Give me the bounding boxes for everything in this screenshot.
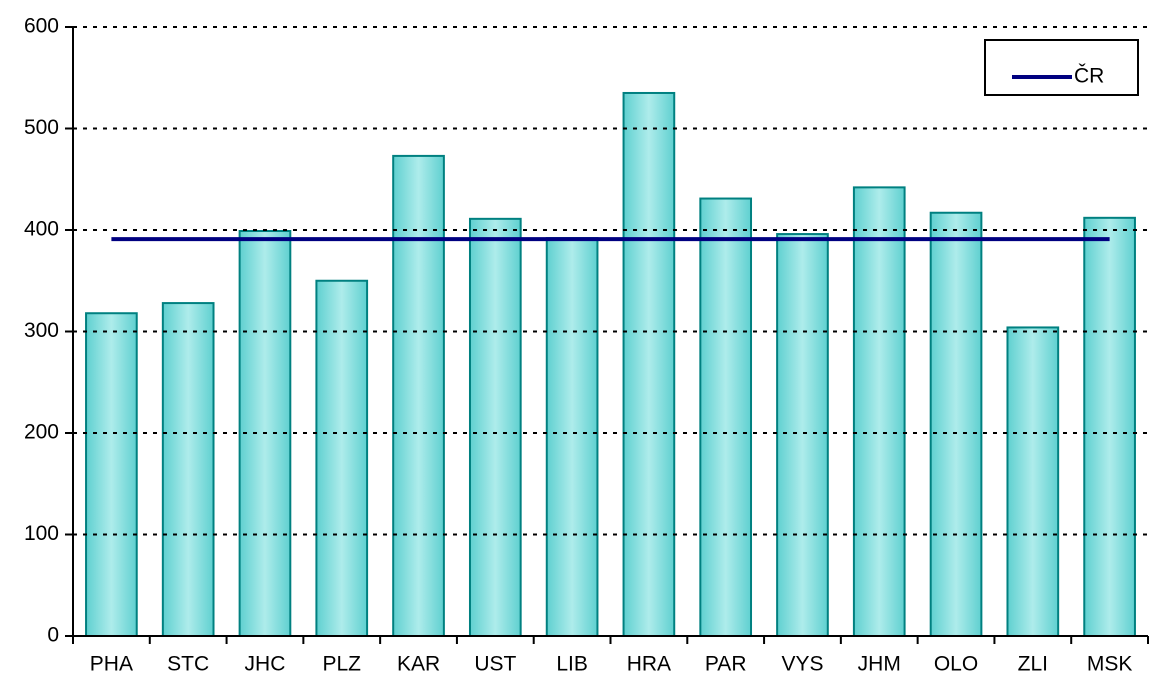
bar [1083, 216, 1136, 637]
legend-box [984, 39, 1139, 96]
x-tick-label: PLZ [322, 653, 361, 676]
y-tick-label: 100 [24, 522, 59, 545]
y-tick-label: 400 [24, 218, 59, 241]
x-tick-label: OLO [934, 653, 978, 676]
bar [699, 197, 753, 637]
legend-label: ČR [1074, 65, 1104, 88]
x-tick-label: PAR [705, 653, 747, 676]
bar [315, 279, 369, 637]
x-tick-label: VYS [781, 653, 823, 676]
bar [85, 312, 138, 637]
bar [392, 154, 445, 637]
bar [776, 233, 829, 637]
y-tick-label: 600 [24, 15, 59, 38]
bar [161, 302, 215, 637]
bar [545, 237, 599, 637]
bar [622, 91, 676, 638]
x-tick-label: JHM [858, 653, 901, 676]
x-tick-label: HRA [627, 653, 671, 676]
x-tick-label: PHA [90, 653, 133, 676]
x-tick-label: JHC [245, 653, 286, 676]
x-tick-label: KAR [397, 653, 440, 676]
bar [852, 186, 906, 637]
y-tick-label: 500 [24, 116, 59, 139]
x-tick-label: ZLI [1018, 653, 1048, 676]
x-tick-label: LIB [556, 653, 588, 676]
y-tick-label: 0 [47, 624, 59, 647]
bar [468, 217, 522, 638]
y-tick-label: 200 [24, 421, 59, 444]
x-tick-label: STC [167, 653, 209, 676]
bar [929, 211, 983, 637]
x-tick-label: MSK [1087, 653, 1133, 676]
bar [1006, 326, 1060, 637]
y-tick-label: 300 [24, 319, 59, 342]
x-tick-label: UST [474, 653, 516, 676]
